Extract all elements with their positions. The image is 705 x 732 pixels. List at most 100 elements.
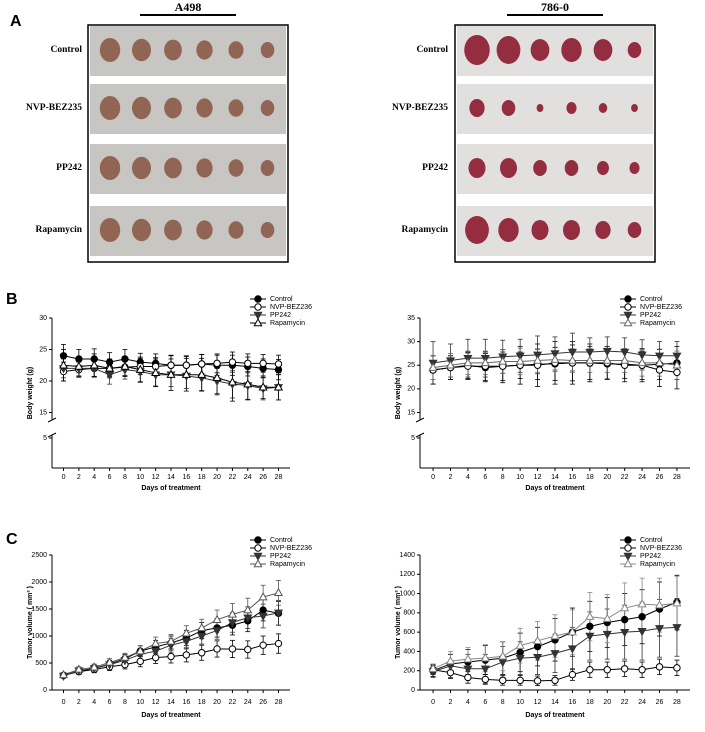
marker [550,350,560,359]
x-tick-label: 28 [275,474,283,481]
x-tick-label: 10 [516,474,524,481]
photo-title: 786-0 [541,0,569,14]
tumor [531,220,549,240]
legend-label: NVP-BEZ236 [270,304,312,311]
tumor [131,218,152,242]
marker [620,665,629,673]
tumor [597,161,609,175]
x-tick-label: 14 [167,699,175,706]
x-tick-label: 4 [92,474,96,481]
x-axis-title: Days of treatment [525,485,585,492]
x-tick-label: 16 [569,474,577,481]
x-tick-label: 24 [638,699,646,706]
marker [568,670,577,679]
x-tick-label: 16 [182,699,190,706]
marker [166,636,176,645]
legend-label: Control [640,537,663,544]
tumor [99,156,121,180]
marker [515,640,525,649]
marker [120,652,130,661]
marker [620,615,629,624]
panel-label: B [6,291,18,308]
x-tick-label: 20 [213,474,221,481]
marker [481,675,490,684]
x-tick-label: 10 [136,474,144,481]
tumor [595,221,611,239]
marker [620,603,630,612]
tumor [561,38,582,62]
marker [550,630,560,640]
tumor [469,99,485,117]
marker [181,369,191,378]
marker [58,669,69,679]
marker [586,666,594,674]
y-tick-label: 1000 [399,590,415,597]
tumor [260,42,275,58]
x-tick-label: 28 [673,474,681,481]
marker [567,627,577,636]
marker [258,382,268,391]
marker [74,361,84,370]
x-tick-label: 6 [483,699,487,706]
row-label: Control [51,45,83,55]
x-tick-label: 0 [62,474,66,481]
marker [213,359,221,368]
tumor [498,218,519,242]
y-tick-label: 2500 [31,552,47,559]
marker [89,360,99,369]
tumor [196,98,213,118]
tumor [196,40,213,60]
marker [244,359,252,368]
x-tick-label: 22 [621,474,629,481]
y-tick-label: 0 [43,687,47,694]
marker [533,642,542,651]
x-tick-label: 8 [501,699,505,706]
tumor [501,100,516,116]
marker [151,638,161,647]
tumor [99,38,121,62]
tumor [99,96,121,120]
marker [228,358,237,366]
y-axis-title: Body weight (g) [27,367,34,420]
tumor [536,104,544,112]
legend-marker [253,311,263,321]
x-tick-label: 10 [516,699,524,706]
marker [274,360,283,368]
marker [120,361,130,370]
tumor [631,104,638,112]
tumor [566,102,577,114]
marker [227,619,237,628]
marker [212,627,222,636]
legend-label: Rapamycin [640,561,675,568]
legend-marker [624,295,632,303]
marker [181,638,191,647]
axis-break [415,432,425,438]
legend-marker [253,552,263,562]
y-tick-label: 1500 [31,606,47,613]
tumor [228,41,244,59]
marker [637,351,647,360]
x-tick-label: 0 [431,474,435,481]
legend-marker [624,303,632,311]
x-tick-label: 6 [108,474,112,481]
legend-marker [623,317,633,327]
marker [672,352,682,361]
tumor [260,160,275,176]
x-tick-label: 0 [431,699,435,706]
photo-title: A498 [175,0,202,14]
marker [428,362,438,371]
marker [463,654,473,663]
marker [672,360,682,369]
x-tick-label: 16 [182,474,190,481]
row-label: Rapamycin [402,225,449,235]
y-tick-label: 600 [403,629,415,636]
y-tick-label: 1200 [399,571,415,578]
tumor [228,99,244,117]
legend-label: PP242 [640,312,661,319]
marker [498,356,508,365]
legend-marker [623,558,633,568]
legend-label: NVP-BEZ236 [640,304,682,311]
tumor [228,159,244,177]
legend-marker [623,552,633,562]
photo-strip [90,84,286,134]
